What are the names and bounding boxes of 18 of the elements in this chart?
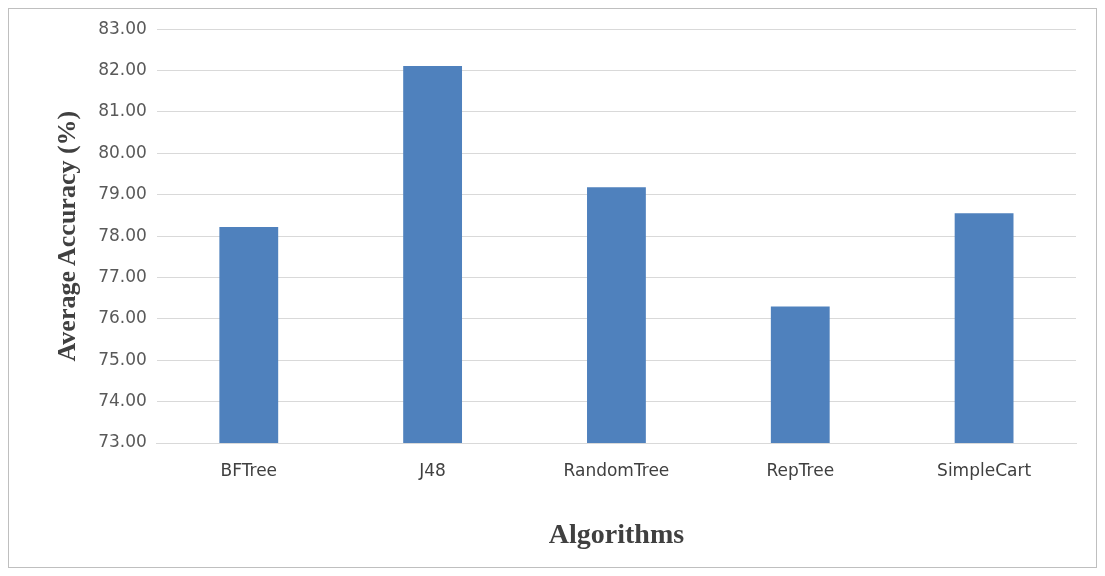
y-tick-label: 77.00 [98, 265, 147, 286]
y-tick-label: 79.00 [98, 183, 147, 204]
y-tick-label: 78.00 [98, 224, 147, 245]
x-axis-title: Algorithms [548, 518, 685, 550]
y-tick-label: 76.00 [98, 307, 147, 328]
x-tick-label: RandomTree [563, 459, 670, 480]
y-tick-label: 80.00 [98, 141, 147, 162]
y-axis-title: Average Accuracy (%) [52, 110, 82, 362]
y-tick-label: 73.00 [98, 431, 147, 452]
y-tick-label: 83.00 [98, 17, 147, 38]
y-tick-label: 75.00 [98, 348, 147, 369]
y-tick-label: 82.00 [98, 59, 147, 79]
x-tick-label: BFTree [220, 459, 278, 480]
y-tick-label: 81.00 [98, 100, 147, 121]
y-tick-label: 74.00 [98, 390, 147, 411]
x-tick-label: SimpleCart [937, 459, 1032, 480]
x-tick-label: RepTree [766, 459, 835, 480]
x-tick-label: J48 [418, 459, 446, 480]
